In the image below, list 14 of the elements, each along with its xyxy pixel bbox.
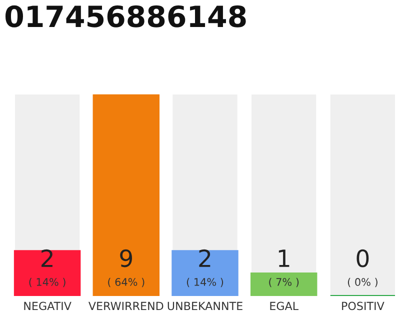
data-label: 9 ( 64% )	[108, 249, 144, 288]
x-tick-label: UNBEKANNTE	[168, 302, 242, 310]
x-tick-label: EGAL	[270, 302, 298, 310]
x-tick-label: VERWIRREND	[88, 302, 164, 310]
x-tick-label: POSITIV	[342, 302, 384, 310]
data-label: 0 ( 0% )	[348, 249, 378, 288]
data-label: 1 ( 7% )	[269, 250, 299, 288]
data-label: 2 ( 14% )	[186, 249, 224, 288]
bar	[14, 250, 81, 296]
bar	[172, 250, 238, 296]
bar	[250, 272, 318, 296]
data-label: 2 ( 14% )	[29, 249, 66, 288]
x-tick-label: NEGATIV	[24, 302, 72, 310]
chart-title: 017456886148	[5, 5, 246, 28]
